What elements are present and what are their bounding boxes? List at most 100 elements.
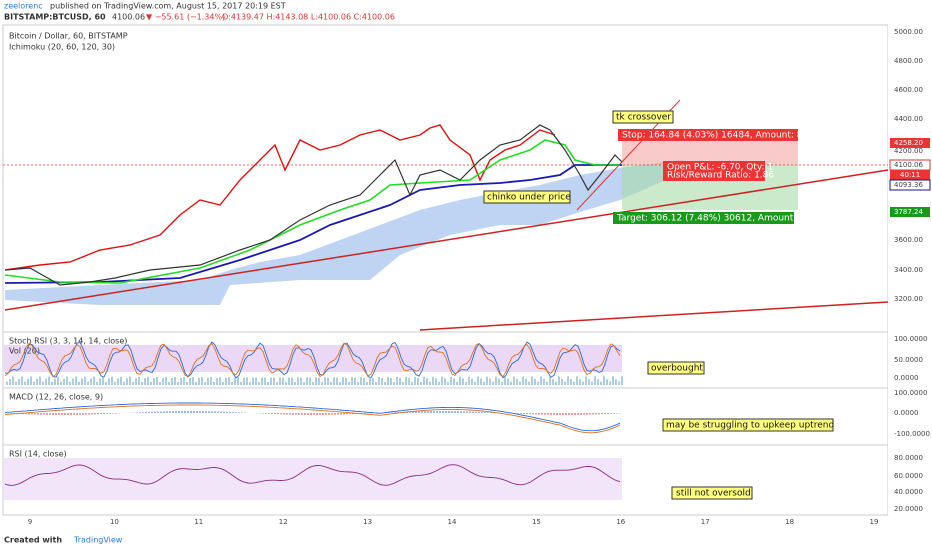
volume-bar xyxy=(555,381,557,385)
axis-label: 4600.00 xyxy=(894,86,923,94)
volume-bar xyxy=(303,381,305,385)
volume-bar xyxy=(93,376,95,385)
volume-bar xyxy=(471,378,473,385)
volume-bar xyxy=(117,378,119,385)
time-label: 19 xyxy=(870,518,879,526)
volume-bar xyxy=(129,376,131,385)
axis-label: 100.0000 xyxy=(894,389,927,397)
volume-bar xyxy=(483,381,485,385)
volume-bar xyxy=(186,381,188,385)
volume-bar xyxy=(288,377,290,385)
note-box xyxy=(662,418,834,432)
volume-bar xyxy=(144,378,146,385)
volume-bar xyxy=(570,379,572,385)
price xyxy=(4,124,623,286)
volume-bar xyxy=(363,377,365,385)
volume-bar xyxy=(501,381,503,385)
kijun-sen xyxy=(4,164,622,284)
note: Risk/Reward Ratio: 1.86 xyxy=(667,171,774,181)
stop-zone xyxy=(622,140,798,165)
volume-bar xyxy=(342,377,344,385)
volume-bar xyxy=(387,377,389,385)
axis-label: 3200.00 xyxy=(894,295,923,303)
volume-bar xyxy=(222,381,224,385)
time-label: 11 xyxy=(194,518,203,526)
volume-bar xyxy=(609,381,611,385)
volume-bar xyxy=(333,377,335,385)
volume-bar xyxy=(582,381,584,385)
volume-bar xyxy=(576,376,578,385)
indicator-title: Ichimoku (20, 60, 120, 30) xyxy=(9,43,115,52)
axis-label: 4200.00 xyxy=(894,147,923,155)
volume-bar xyxy=(573,381,575,385)
time-label: 12 xyxy=(279,518,288,526)
axis-label: 4800.00 xyxy=(894,57,923,65)
volume-bar xyxy=(195,381,197,385)
volume-bar xyxy=(216,377,218,385)
volume-bar xyxy=(414,376,416,385)
volume-bar xyxy=(384,381,386,385)
volume-bar xyxy=(552,378,554,385)
stoch-k xyxy=(4,341,621,379)
price-axis-bg xyxy=(888,25,932,515)
volume-bar xyxy=(567,376,569,385)
volume-bar xyxy=(453,378,455,385)
volume-bar xyxy=(513,376,515,385)
footer-brand[interactable]: TradingView xyxy=(73,536,123,545)
volume-bar xyxy=(162,378,164,385)
volume-bar xyxy=(366,381,368,385)
chikou-span xyxy=(4,124,556,271)
tag xyxy=(890,138,930,148)
volume-bar xyxy=(312,381,314,385)
tag xyxy=(889,179,931,191)
volume-bar xyxy=(546,381,548,385)
volume-bar xyxy=(15,381,17,385)
volume-bar xyxy=(165,376,167,385)
volume-bar xyxy=(255,377,257,385)
axis-label: 5000.00 xyxy=(894,28,923,36)
volume-bar xyxy=(327,377,329,385)
volume-bar xyxy=(141,381,143,385)
volume-bar xyxy=(237,377,239,385)
note-box xyxy=(483,190,571,204)
volume-bar xyxy=(6,381,8,385)
volume-bar xyxy=(561,379,563,385)
volume-bar xyxy=(297,377,299,385)
stop-tag: 4258.20 xyxy=(894,139,923,147)
note-box xyxy=(613,212,794,224)
volume-bar xyxy=(177,381,179,385)
footer-text: Created with xyxy=(4,536,62,545)
volume-bar xyxy=(429,381,431,385)
volume-bar xyxy=(105,381,107,385)
volume-bar xyxy=(258,381,260,385)
volume-bar xyxy=(234,377,236,385)
note: may be struggling to upkeep uptrend xyxy=(666,421,834,431)
volume-bar xyxy=(12,376,14,385)
volume-bar xyxy=(156,376,158,385)
volume-bar xyxy=(267,381,269,385)
volume-bar xyxy=(606,379,608,385)
volume-bar xyxy=(300,377,302,385)
volume-bar xyxy=(9,378,11,385)
note: still not oversold xyxy=(676,489,751,499)
volume-bar xyxy=(420,381,422,385)
volume-bar xyxy=(360,377,362,385)
axis-label: 0.0000 xyxy=(894,409,919,417)
volume-bar xyxy=(84,376,86,385)
volume-bar xyxy=(510,381,512,385)
axis-label: 40.0000 xyxy=(894,488,923,496)
volume-bar xyxy=(618,381,620,385)
author[interactable]: zeelorenc xyxy=(4,2,43,11)
change: ▼ −55.61 (−1.34%) xyxy=(146,13,225,22)
volume-bar xyxy=(42,381,44,385)
volume-bar xyxy=(549,376,551,385)
volume-bar xyxy=(198,377,200,385)
axis-label: 20.0000 xyxy=(894,505,923,513)
volume-bar xyxy=(135,378,137,385)
volume-bar xyxy=(348,381,350,385)
volume-bar xyxy=(243,377,245,385)
axis-label: 100.0000 xyxy=(894,335,927,343)
axis-label: 4400.00 xyxy=(894,115,923,123)
volume-bar xyxy=(66,376,68,385)
time-label: 9 xyxy=(28,518,32,526)
